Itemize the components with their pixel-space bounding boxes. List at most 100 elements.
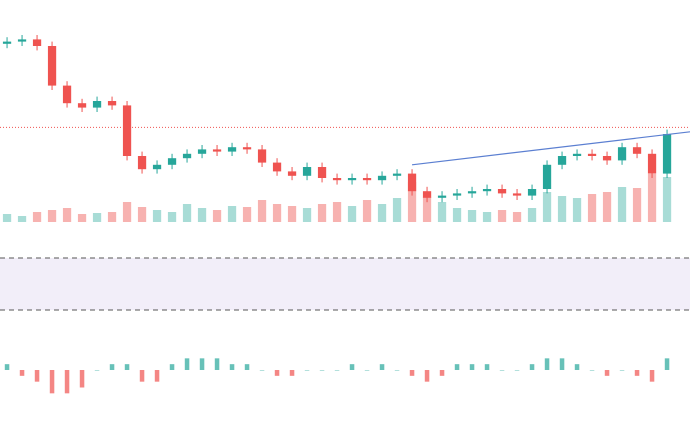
macd-histogram-bar <box>34 370 40 382</box>
trend-line <box>411 131 690 166</box>
volume-bar <box>152 210 162 222</box>
volume-bar <box>617 187 627 222</box>
macd-histogram-bar <box>19 370 25 376</box>
volume-bar <box>227 206 237 222</box>
candle-body <box>242 147 252 150</box>
macd-histogram-bar <box>214 358 220 370</box>
macd-histogram-bar <box>4 364 10 370</box>
volume-bar <box>2 214 12 222</box>
candle-body <box>392 173 402 176</box>
macd-histogram-bar <box>484 364 490 370</box>
macd-histogram-bar <box>514 370 520 371</box>
macd-histogram-bar <box>544 358 550 370</box>
volume-bar <box>182 204 192 222</box>
candle-body <box>122 105 132 156</box>
macd-histogram-bar <box>499 370 505 371</box>
volume-bar <box>527 208 537 222</box>
candle-body <box>467 191 477 194</box>
volume-bar <box>77 214 87 222</box>
macd-histogram-bar <box>454 364 460 370</box>
candle-body <box>332 178 342 181</box>
candle-body <box>62 85 72 104</box>
volume-bar <box>137 207 147 222</box>
volume-bar <box>257 200 267 222</box>
volume-bar <box>47 210 57 222</box>
volume-bar <box>92 213 102 222</box>
candle-body <box>182 153 192 159</box>
volume-bar <box>557 196 567 222</box>
macd-histogram-bar <box>109 364 115 370</box>
volume-bar <box>332 202 342 222</box>
macd-histogram-bar <box>49 370 55 394</box>
candle-body <box>497 189 507 194</box>
macd-histogram-bar <box>424 370 430 382</box>
macd-histogram-bar <box>529 364 535 370</box>
candle-body <box>167 158 177 165</box>
macd-histogram-bar <box>304 370 310 371</box>
candle-body <box>302 167 312 176</box>
volume-bar <box>437 202 447 222</box>
candle-body <box>407 173 417 192</box>
candle-body <box>107 101 117 106</box>
macd-histogram-bar <box>124 364 130 370</box>
candle-body <box>257 149 267 163</box>
volume-bar <box>62 208 72 222</box>
candle-body <box>197 149 207 154</box>
macd-histogram-bar <box>619 370 625 371</box>
candle-body <box>227 147 237 152</box>
volume-bar <box>17 216 27 222</box>
volume-bar <box>122 202 132 222</box>
candle-body <box>602 156 612 161</box>
candle-body <box>482 189 492 192</box>
macd-histogram-bar <box>274 370 280 376</box>
volume-bar <box>107 212 117 222</box>
macd-histogram-bar <box>199 358 205 370</box>
candle-body <box>377 175 387 181</box>
candle-body <box>587 153 597 156</box>
volume-bar <box>392 198 402 222</box>
macd-histogram-bar <box>469 364 475 370</box>
macd-histogram-bar <box>79 370 85 388</box>
macd-histogram-bar <box>154 370 160 382</box>
candle-body <box>422 191 432 198</box>
candle-body <box>542 164 552 189</box>
volume-bar <box>197 208 207 222</box>
volume-bar <box>347 206 357 222</box>
macd-histogram-bar <box>439 370 445 376</box>
macd-histogram-bar <box>664 358 670 370</box>
candle-body <box>572 153 582 156</box>
volume-bar <box>452 208 462 222</box>
volume-bar <box>212 210 222 222</box>
macd-histogram-bar <box>394 370 400 371</box>
macd-histogram-bar <box>319 370 325 371</box>
macd-histogram-bar <box>169 364 175 370</box>
macd-histogram-bar <box>229 364 235 370</box>
macd-histogram-bar <box>559 358 565 370</box>
candle-body <box>32 39 42 46</box>
volume-bar <box>167 212 177 222</box>
candle-body <box>557 156 567 165</box>
macd-histogram-bar <box>94 370 100 371</box>
candle-body <box>77 103 87 108</box>
candle-body <box>662 134 672 174</box>
macd-histogram-bar <box>244 364 250 370</box>
candle-body <box>317 167 327 178</box>
volume-bar <box>497 210 507 222</box>
macd-histogram-bar <box>634 370 640 376</box>
volume-bar <box>602 192 612 222</box>
candle-body <box>362 178 372 181</box>
volume-bar <box>467 210 477 222</box>
candle-body <box>2 41 12 44</box>
candle-body <box>632 147 642 154</box>
volume-bar <box>407 182 417 222</box>
volume-bar <box>542 192 552 222</box>
macd-histogram-bar <box>184 358 190 370</box>
volume-bar <box>242 207 252 222</box>
rsi-band <box>0 258 690 310</box>
volume-bar <box>317 204 327 222</box>
volume-bar <box>362 200 372 222</box>
candle-body <box>92 101 102 108</box>
volume-bar <box>647 174 657 222</box>
volume-bar <box>32 212 42 222</box>
